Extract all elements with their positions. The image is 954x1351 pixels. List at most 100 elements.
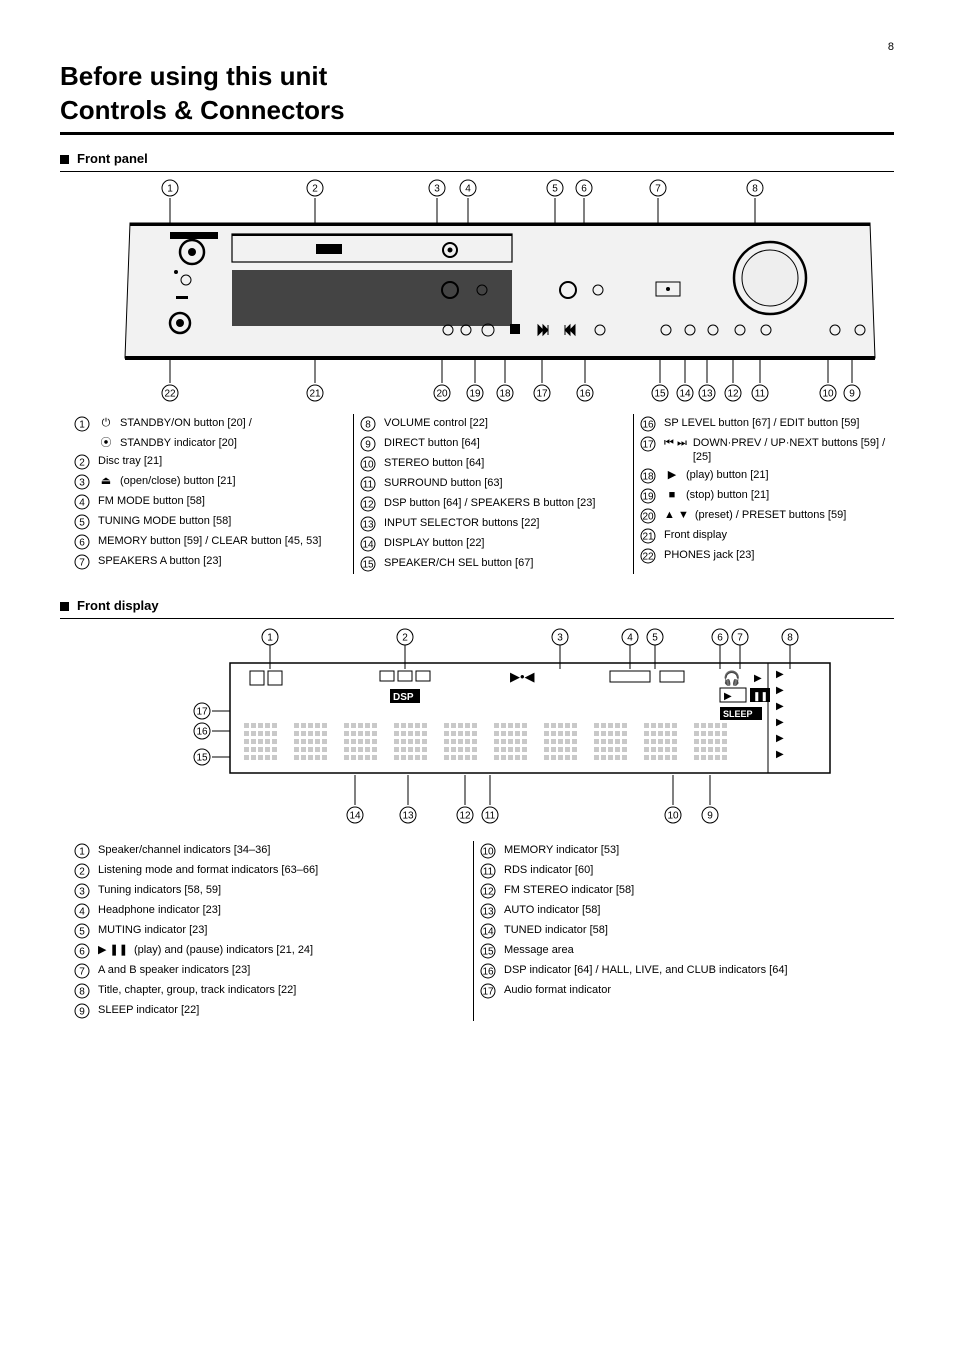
section-display-label: Front display (77, 598, 159, 615)
legend-row: 15SPEAKER/CH SEL button [67] (360, 556, 627, 572)
legend-num: 17 (640, 436, 658, 452)
legend-text: (open/close) button [21] (120, 474, 347, 488)
svg-text:7: 7 (79, 966, 85, 977)
legend-text: (preset) / PRESET buttons [59] (695, 508, 894, 522)
display-legend: 1Speaker/channel indicators [34–36]2List… (74, 841, 894, 1021)
legend-row: 21Front display (640, 528, 894, 544)
legend-num: 17 (480, 983, 498, 999)
legend-row: 5MUTING indicator [23] (74, 923, 467, 939)
svg-text:10: 10 (822, 388, 834, 399)
svg-text:▶: ▶ (754, 673, 762, 684)
legend-text: FM MODE button [58] (98, 494, 347, 508)
legend-text: DSP button [64] / SPEAKERS B button [23] (384, 496, 627, 510)
front-panel-diagram: 1 2 3 4 5 6 7 8 (110, 178, 900, 408)
legend-text: Message area (504, 943, 874, 957)
svg-text:6: 6 (717, 632, 723, 643)
svg-text:10: 10 (482, 846, 494, 857)
svg-text:2: 2 (79, 866, 85, 877)
svg-text:7: 7 (655, 183, 661, 194)
legend-row: 12FM STEREO indicator [58] (480, 883, 874, 899)
svg-text:12: 12 (727, 388, 739, 399)
legend-row: 2 Listening mode and format indicators [6… (74, 863, 467, 879)
svg-text:SLEEP: SLEEP (723, 709, 753, 719)
legend-num: 13 (360, 516, 378, 532)
skip-icon: ⏮ ⏭ (664, 436, 687, 450)
legend-text: DSP indicator [64] / HALL, LIVE, and CLU… (504, 963, 874, 977)
legend-text: (play) and (pause) indicators [21, 24] (134, 943, 467, 957)
svg-text:13: 13 (482, 906, 494, 917)
legend-num: 1 (74, 843, 92, 859)
legend-text: (play) button [21] (686, 468, 894, 482)
svg-text:▶: ▶ (776, 733, 784, 744)
legend-text: MUTING indicator [23] (98, 923, 467, 937)
title-1: Before using this unit (60, 60, 894, 94)
svg-text:7: 7 (737, 632, 743, 643)
legend-row: 10STEREO button [64] (360, 456, 627, 472)
legend-num: 2 (74, 863, 92, 879)
title-rule (60, 132, 894, 135)
legend-row: 4Headphone indicator [23] (74, 903, 467, 919)
svg-text:▶: ▶ (776, 701, 784, 712)
legend-row: 10MEMORY indicator [53] (480, 843, 874, 859)
legend-num: 12 (480, 883, 498, 899)
legend-num: 11 (360, 476, 378, 492)
legend-row: 8 VOLUME control [22] (360, 416, 627, 432)
svg-text:2: 2 (312, 183, 318, 194)
legend-num: 15 (480, 943, 498, 959)
section-front-label: Front panel (77, 151, 148, 168)
svg-text:7: 7 (79, 558, 85, 569)
legend-text: (stop) button [21] (686, 488, 894, 502)
legend-num: 21 (640, 528, 658, 544)
svg-text:4: 4 (465, 183, 471, 194)
legend-text: AUTO indicator [58] (504, 903, 874, 917)
legend-num: 2 (74, 454, 92, 470)
legend-num: 22 (640, 548, 658, 564)
legend-text: A and B speaker indicators [23] (98, 963, 467, 977)
legend-num: 13 (480, 903, 498, 919)
svg-text:15: 15 (362, 559, 374, 570)
svg-text:20: 20 (436, 388, 448, 399)
stop-icon: ■ (664, 488, 680, 502)
legend-text: Disc tray [21] (98, 454, 347, 468)
svg-text:6: 6 (581, 183, 587, 194)
svg-text:11: 11 (483, 866, 494, 877)
svg-text:9: 9 (365, 439, 371, 450)
svg-text:▶: ▶ (724, 691, 732, 702)
legend-text: INPUT SELECTOR buttons [22] (384, 516, 627, 530)
display-col-2: 10MEMORY indicator [53] 11RDS indicator [… (474, 841, 874, 1021)
svg-text:1: 1 (267, 632, 273, 643)
legend-num: 9 (74, 1003, 92, 1019)
front-col-3: 16SP LEVEL button [67] / EDIT button [59… (634, 414, 894, 574)
svg-text:8: 8 (79, 986, 85, 997)
legend-text: SPEAKERS A button [23] (98, 554, 347, 568)
legend-num: 8 (360, 416, 378, 432)
legend-text: Tuning indicators [58, 59] (98, 883, 467, 897)
legend-row: 2 Disc tray [21] (74, 454, 347, 470)
display-diagram: 1 2 3 4 5 6 7 (160, 625, 840, 835)
legend-row: 6▶ ❚❚(play) and (pause) indicators [21, … (74, 943, 467, 959)
svg-text:18: 18 (499, 388, 511, 399)
legend-row: 11RDS indicator [60] (480, 863, 874, 879)
svg-text:13: 13 (362, 519, 374, 530)
svg-text:21: 21 (309, 388, 321, 399)
svg-text:DSP: DSP (393, 692, 414, 703)
legend-text: VOLUME control [22] (384, 416, 627, 430)
legend-num: 4 (74, 494, 92, 510)
legend-num: 11 (480, 863, 498, 879)
legend-row: 19 ■ (stop) button [21] (640, 488, 894, 504)
svg-text:8: 8 (787, 632, 793, 643)
legend-text: Listening mode and format indicators [63… (98, 863, 467, 877)
svg-text:18: 18 (642, 472, 654, 483)
svg-text:5: 5 (79, 518, 85, 529)
legend-row: 11SURROUND button [63] (360, 476, 627, 492)
svg-text:19: 19 (642, 492, 654, 503)
legend-num: 6 (74, 943, 92, 959)
legend-num: 4 (74, 903, 92, 919)
legend-row: 13 INPUT SELECTOR buttons [22] (360, 516, 627, 532)
svg-text:2: 2 (402, 632, 408, 643)
svg-text:12: 12 (362, 499, 374, 510)
svg-text:13: 13 (701, 388, 713, 399)
front-col-2: 8VOLUME control [22]9DIRECT button [64]1… (354, 414, 634, 574)
svg-text:▶: ▶ (776, 717, 784, 728)
legend-row: 14TUNED indicator [58] (480, 923, 874, 939)
